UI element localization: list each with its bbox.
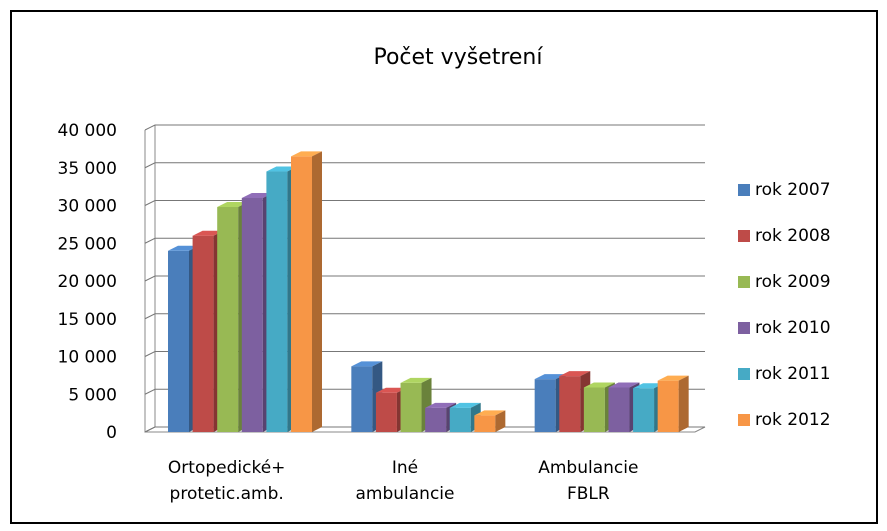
- bar-side: [678, 375, 689, 432]
- bar-top: [608, 382, 640, 388]
- bar-front: [583, 387, 605, 432]
- bar-front: [608, 387, 630, 432]
- x-tick-label: Ortopedické+ protetic.amb.: [167, 458, 286, 504]
- chart-border: [10, 10, 878, 524]
- bar-top: [583, 382, 615, 388]
- bar-top: [266, 166, 298, 172]
- y-tick-label: 25 000: [58, 234, 117, 254]
- grid-line: [144, 426, 705, 433]
- y-tick-label: 40 000: [58, 121, 117, 141]
- bar-front: [559, 376, 581, 432]
- bar: [474, 410, 506, 432]
- grid-line: [144, 351, 705, 357]
- y-tick-label: 15 000: [58, 310, 117, 330]
- bar-front: [168, 250, 189, 432]
- grid-line: [144, 313, 705, 320]
- bar: [608, 382, 640, 432]
- bar-top: [168, 245, 199, 251]
- bar-front: [449, 407, 471, 432]
- bar: [168, 245, 199, 432]
- legend-label: rok 2012: [755, 410, 831, 430]
- x-tick-label: Iné ambulancie: [355, 458, 455, 504]
- bar-front: [266, 171, 288, 432]
- legend-swatch: [738, 414, 750, 426]
- y-tick-label: 10 000: [58, 348, 117, 368]
- bar-front: [657, 380, 679, 432]
- bar-front: [425, 407, 447, 432]
- grid-line: [144, 162, 705, 169]
- bar-top: [534, 374, 566, 380]
- grid-line: [144, 388, 705, 395]
- bar-top: [192, 230, 224, 236]
- bar-top: [474, 410, 506, 416]
- chart-title: Počet vyšetrení: [373, 45, 543, 70]
- legend-swatch: [738, 322, 750, 334]
- legend-swatch: [738, 368, 750, 380]
- legend-swatch: [738, 184, 750, 196]
- y-tick-label: 35 000: [58, 159, 117, 179]
- bar-front: [474, 415, 496, 432]
- y-tick-label: 5 000: [68, 385, 117, 405]
- bar-top: [400, 377, 432, 383]
- bar-front: [633, 388, 655, 432]
- y-tick-label: 0: [106, 423, 117, 443]
- legend-label: rok 2010: [755, 318, 831, 338]
- grid-line: [144, 237, 705, 244]
- legend-label: rok 2008: [755, 226, 831, 246]
- bar-top: [425, 402, 457, 408]
- bar-side: [312, 151, 322, 433]
- legend-label: rok 2011: [755, 364, 831, 384]
- legend-swatch: [738, 230, 750, 242]
- bar-top: [217, 202, 249, 208]
- bar-front: [534, 379, 556, 432]
- bar-front: [375, 392, 397, 432]
- y-tick-label: 20 000: [58, 272, 117, 292]
- bar-front: [291, 156, 312, 433]
- bar-front: [192, 235, 214, 432]
- grid-line: [144, 275, 705, 282]
- y-tick-label: 30 000: [58, 197, 117, 217]
- legend-swatch: [738, 276, 750, 288]
- bar-top: [559, 371, 591, 377]
- bar: [657, 375, 689, 432]
- bar-top: [657, 375, 689, 381]
- grid-line: [144, 200, 705, 206]
- bar-top: [633, 383, 665, 389]
- bar-top: [241, 192, 273, 198]
- legend-label: rok 2009: [755, 272, 831, 292]
- grid-line: [144, 124, 705, 131]
- bar-top: [449, 402, 481, 408]
- bar-front: [217, 207, 239, 432]
- bar-top: [375, 387, 407, 393]
- bar-front: [351, 366, 373, 432]
- bar-front: [241, 197, 263, 432]
- bar: [291, 151, 322, 433]
- bar-front: [400, 382, 422, 432]
- bar-top: [291, 151, 322, 157]
- legend-label: rok 2007: [755, 180, 831, 200]
- x-tick-label: Ambulancie FBLR: [538, 458, 639, 504]
- bar-top: [351, 361, 383, 367]
- bar-side: [495, 410, 506, 432]
